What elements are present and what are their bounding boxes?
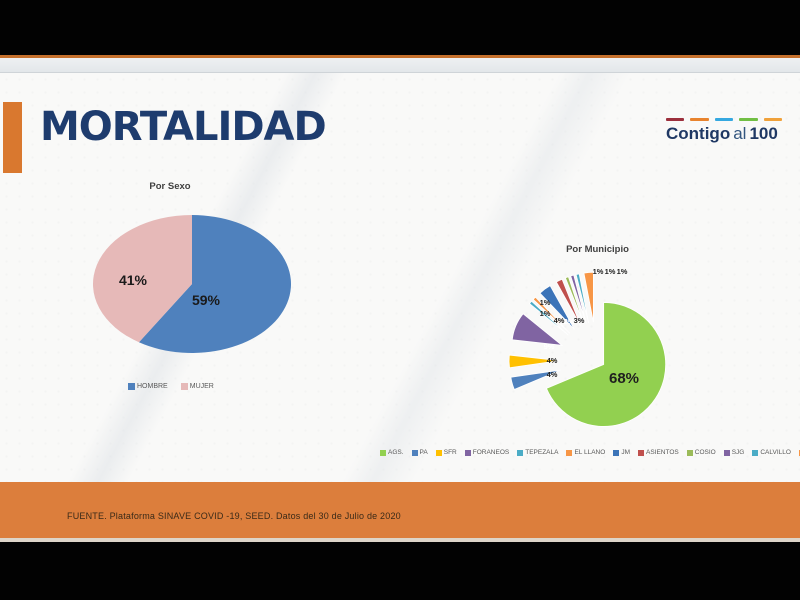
legend-item-el-llano: EL LLANO [566,449,605,456]
legend-swatch [411,449,418,456]
legend-label: CALVILLO [760,449,791,456]
data-label-r: 3% [574,316,585,325]
legend-label: SFR [443,449,457,456]
pie-slice-ags- [545,302,667,427]
logo-word-100: 100 [749,124,778,143]
legend-swatch [464,449,471,456]
legend-swatch [798,449,800,456]
data-label-ags-: 68% [609,370,639,387]
data-label-asientos: 2% [564,317,575,326]
pie-slice-calvillo [575,273,590,324]
legend-label: TEPEZALA [525,449,559,456]
pie-slice-foraneos [511,313,564,346]
legend-swatch [686,449,693,456]
logo-dash [714,118,734,121]
logo-dash [666,118,685,121]
legend-item-calvillo: CALVILLO [752,449,791,456]
legend-item-ags-: AGS. [380,449,404,456]
legend-item-sjg: SJG [723,449,745,456]
legend-swatch [566,449,573,456]
legend-swatch [752,449,759,456]
legend-label: JM [621,449,630,456]
legend-swatch [613,449,620,456]
letterbox-top [0,0,800,55]
data-label-foraneos: 9% [544,342,555,351]
pie-slice-asientos [555,278,582,326]
data-label-hombre: 59% [192,292,221,308]
legend-item-hombre: HOMBRE [128,383,168,390]
logo-dashes-icon [666,118,783,121]
footer-bar: FUENTE. Plataforma SINAVE COVID -19, SEE… [0,482,800,538]
data-label-pa: 4% [547,370,558,379]
legend-item-jm: JM [613,449,630,456]
por-sexo-pie-chart: 59% 41% [93,215,291,353]
legend-item-cosio: COSIO [686,449,716,456]
legend-label: PA [419,449,428,456]
slide-title: MORTALIDAD [40,104,327,150]
data-label-calvillo: 1% [617,267,628,276]
logo-text: Contigo al 100 [666,124,782,144]
source-note: FUENTE. Plataforma SINAVE COVID -19, SEE… [67,511,401,521]
contigo-al-100-logo: Contigo al 100 [666,118,783,144]
pie-slice-cosio [564,276,585,325]
logo-dash [763,118,783,121]
legend-label: HOMBRE [137,383,168,390]
pie-slice-pa [510,369,561,390]
pie-slice-jm [539,285,575,330]
por-sexo-legend: HOMBRE MUJER [128,383,214,390]
letterbox-bottom [0,542,800,600]
pie-slice-sjg [570,274,587,324]
legend-label: ASIENTOS [645,449,679,456]
por-municipio-pie-chart: 68%4%4%9%1%1%4% 2%1% 1% 1%3% [508,267,667,427]
legend-swatch [517,449,524,456]
data-label-sjg: 1% [605,267,616,276]
legend-swatch [723,449,730,456]
legend-item-tepezala: TEPEZALA [517,449,558,456]
pie-slice-el-llano [532,296,571,334]
logo-word-contigo: Contigo [666,124,731,143]
legend-label: SJG [731,449,745,456]
slide: MORTALIDAD Contigo al 100 Por Sexo 59% 41% … [0,73,800,482]
pie-slice-mujer [93,215,192,343]
top-gray-strip [0,58,800,73]
legend-label: COSIO [694,449,716,456]
bottom-light-rule [0,538,800,542]
legend-swatch [637,449,644,456]
data-label-cosio: 1% [593,267,604,276]
legend-label: AGS. [388,449,404,456]
legend-label: FORANEOS [472,449,510,456]
legend-item-asientos: ASIENTOS [637,449,679,456]
pie-slice-r [583,271,594,323]
data-label-mujer: 41% [119,272,148,288]
por-municipio-chart-title: Por Municipio [566,244,629,255]
por-sexo-chart-title: Por Sexo [149,181,191,192]
legend-item-pa: PA [411,449,428,456]
legend-label: EL LLANO [574,449,606,456]
logo-dash [690,118,709,121]
pie-slice-sfr [508,354,560,369]
data-label-sfr: 4% [547,356,558,365]
logo-word-al: al [733,124,747,143]
pie-slice-hombre [138,215,291,353]
pie-slice-tepezala [528,300,569,336]
data-label-tepezala: 1% [540,298,551,307]
title-accent-block [3,102,22,173]
legend-swatch [435,449,442,456]
legend-item-mujer: MUJER [180,383,214,390]
por-municipio-legend: AGS. PA SFR FORANEOS TEPEZALA EL LLANO JM ASIEN… [380,449,800,456]
legend-item-sfr: SFR [435,449,457,456]
data-label-el-llano: 1% [540,309,551,318]
legend-item-foraneos: FORANEOS [464,449,510,456]
legend-swatch [128,383,135,390]
data-label-jm: 4% [554,316,565,325]
legend-swatch [380,449,386,456]
logo-dash [739,118,758,121]
legend-swatch [180,383,188,390]
legend-label: MUJER [189,383,214,390]
top-orange-rule [0,55,800,58]
legend-item-r: R [798,449,800,456]
